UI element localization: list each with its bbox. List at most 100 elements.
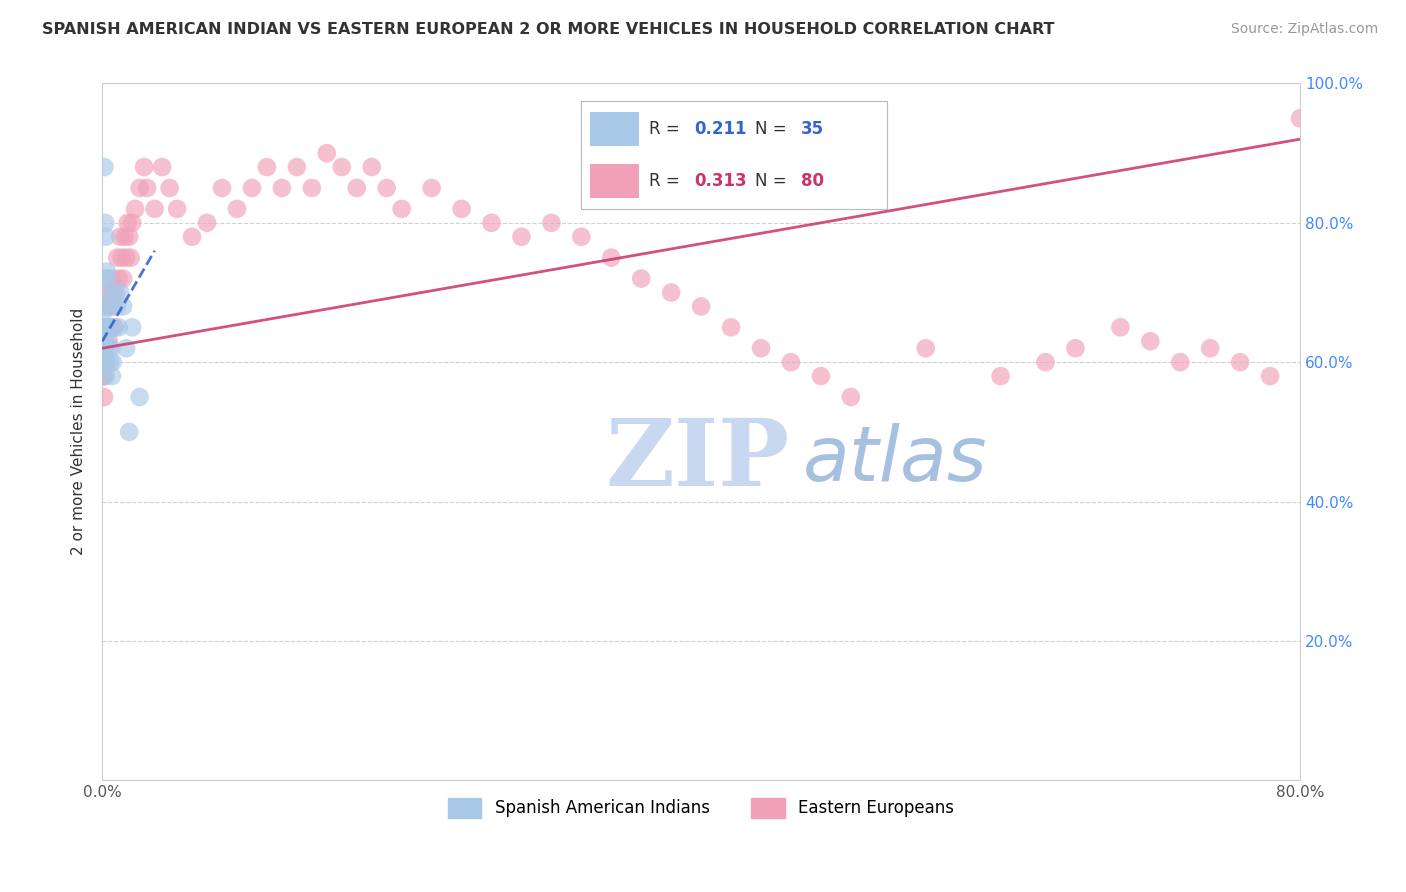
Point bbox=[96, 271, 118, 285]
Point bbox=[93, 355, 115, 369]
Point bbox=[118, 229, 141, 244]
Point bbox=[112, 271, 135, 285]
Point bbox=[93, 285, 115, 300]
Point bbox=[100, 355, 122, 369]
Point bbox=[124, 202, 146, 216]
Point bbox=[360, 160, 382, 174]
Point bbox=[990, 369, 1012, 384]
Point bbox=[101, 285, 124, 300]
Point bbox=[181, 229, 204, 244]
Point bbox=[94, 229, 117, 244]
Point bbox=[1109, 320, 1132, 334]
Point bbox=[93, 271, 115, 285]
Point bbox=[107, 271, 129, 285]
Point bbox=[105, 300, 128, 314]
Point bbox=[94, 341, 117, 355]
Point bbox=[1035, 355, 1057, 369]
Point bbox=[375, 181, 398, 195]
Point bbox=[720, 320, 742, 334]
Point bbox=[114, 229, 136, 244]
Point bbox=[240, 181, 263, 195]
Point bbox=[780, 355, 803, 369]
Point bbox=[330, 160, 353, 174]
Point bbox=[97, 341, 120, 355]
Point bbox=[226, 202, 249, 216]
Point bbox=[93, 320, 115, 334]
Point bbox=[690, 300, 713, 314]
Point bbox=[97, 334, 120, 349]
Point bbox=[285, 160, 308, 174]
Point bbox=[91, 306, 114, 320]
Point bbox=[108, 285, 131, 300]
Point bbox=[256, 160, 278, 174]
Point bbox=[94, 341, 117, 355]
Text: atlas: atlas bbox=[803, 423, 987, 497]
Point bbox=[103, 300, 125, 314]
Point bbox=[121, 320, 143, 334]
Point bbox=[150, 160, 173, 174]
Point bbox=[98, 320, 121, 334]
Point bbox=[1139, 334, 1161, 349]
Point bbox=[1229, 355, 1251, 369]
Point bbox=[91, 369, 114, 384]
Point bbox=[103, 320, 125, 334]
Point bbox=[914, 341, 936, 355]
Point bbox=[96, 300, 118, 314]
Point bbox=[143, 202, 166, 216]
Point bbox=[134, 160, 156, 174]
Point bbox=[100, 320, 122, 334]
Point bbox=[630, 271, 652, 285]
Point bbox=[115, 251, 138, 265]
Point bbox=[391, 202, 413, 216]
Point bbox=[94, 216, 117, 230]
Point bbox=[839, 390, 862, 404]
Point bbox=[97, 320, 120, 334]
Point bbox=[118, 425, 141, 439]
Point bbox=[1258, 369, 1281, 384]
Point bbox=[117, 216, 139, 230]
Point bbox=[96, 320, 118, 334]
Point bbox=[1168, 355, 1191, 369]
Point bbox=[450, 202, 472, 216]
Point bbox=[94, 355, 117, 369]
Point bbox=[128, 181, 150, 195]
Point bbox=[301, 181, 323, 195]
Text: SPANISH AMERICAN INDIAN VS EASTERN EUROPEAN 2 OR MORE VEHICLES IN HOUSEHOLD CORR: SPANISH AMERICAN INDIAN VS EASTERN EUROP… bbox=[42, 22, 1054, 37]
Point bbox=[569, 229, 592, 244]
Point bbox=[100, 300, 122, 314]
Point bbox=[96, 355, 118, 369]
Point bbox=[810, 369, 832, 384]
Point bbox=[112, 300, 135, 314]
Text: ZIP: ZIP bbox=[606, 415, 790, 505]
Point bbox=[749, 341, 772, 355]
Point bbox=[111, 251, 134, 265]
Point bbox=[159, 181, 181, 195]
Point bbox=[211, 181, 233, 195]
Point bbox=[101, 369, 124, 384]
Point bbox=[600, 251, 623, 265]
Point bbox=[315, 146, 337, 161]
Point bbox=[1064, 341, 1087, 355]
Point bbox=[94, 369, 117, 384]
Point bbox=[100, 341, 122, 355]
Point bbox=[121, 216, 143, 230]
Point bbox=[481, 216, 503, 230]
Text: Source: ZipAtlas.com: Source: ZipAtlas.com bbox=[1230, 22, 1378, 37]
Point bbox=[104, 285, 127, 300]
Point bbox=[96, 355, 118, 369]
Point bbox=[101, 271, 124, 285]
Point bbox=[93, 160, 115, 174]
Point bbox=[420, 181, 443, 195]
Point bbox=[510, 229, 533, 244]
Point bbox=[93, 334, 115, 349]
Point bbox=[128, 390, 150, 404]
Point bbox=[105, 251, 128, 265]
Point bbox=[540, 216, 562, 230]
Point bbox=[93, 300, 115, 314]
Point bbox=[346, 181, 368, 195]
Point bbox=[104, 285, 127, 300]
Point bbox=[93, 320, 115, 334]
Point bbox=[101, 355, 124, 369]
Point bbox=[166, 202, 188, 216]
Point bbox=[93, 341, 115, 355]
